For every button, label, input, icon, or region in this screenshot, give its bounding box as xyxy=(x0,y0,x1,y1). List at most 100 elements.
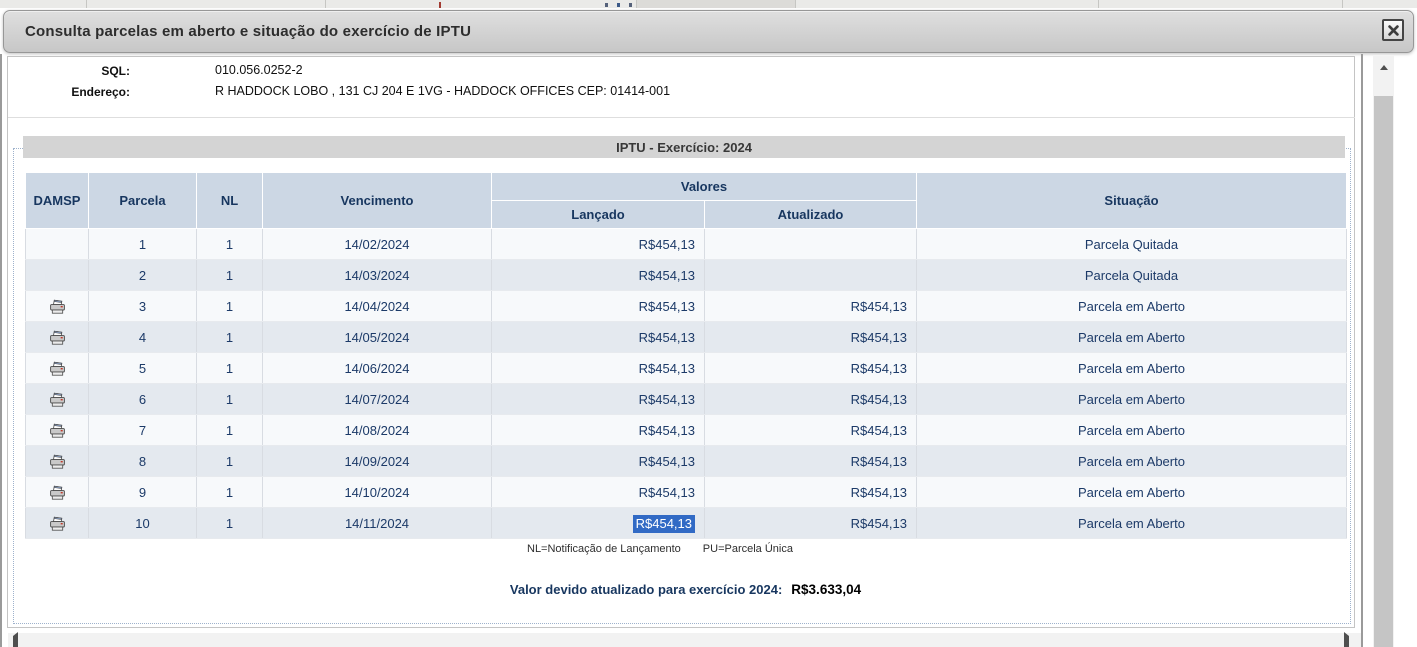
atualizado-cell xyxy=(704,228,917,260)
legend-pu: PU=Parcela Única xyxy=(702,543,793,555)
vertical-scrollbar-thumb[interactable] xyxy=(1374,96,1393,647)
situacao-cell: Parcela em Aberto xyxy=(916,476,1347,508)
printer-icon xyxy=(49,299,65,314)
printer-icon xyxy=(49,423,65,438)
vencimento-cell: 14/08/2024 xyxy=(262,414,492,446)
nl-cell: 1 xyxy=(196,321,263,353)
damsp-cell xyxy=(25,383,89,415)
total-value: R$3.633,04 xyxy=(791,582,862,597)
total-label: Valor devido atualizado para exercício 2… xyxy=(509,582,783,597)
parcela-cell: 3 xyxy=(88,290,197,322)
content-frame-border xyxy=(1361,54,1363,647)
lancado-cell: R$454,13 xyxy=(491,476,705,508)
endereco-value: R HADDOCK LOBO , 131 CJ 204 E 1VG - HADD… xyxy=(215,84,671,98)
atualizado-cell: R$454,13 xyxy=(704,414,917,446)
divider xyxy=(795,0,796,8)
print-damsp-button[interactable] xyxy=(48,484,67,501)
atualizado-cell xyxy=(704,259,917,291)
horizontal-scrollbar[interactable] xyxy=(8,632,1361,647)
background-tab-edge xyxy=(636,0,795,8)
scroll-right-button[interactable] xyxy=(1344,632,1349,647)
header-lancado: Lançado xyxy=(491,200,705,229)
print-damsp-button[interactable] xyxy=(48,298,67,315)
background-text-fragment xyxy=(439,2,441,8)
lancado-cell: R$454,13 xyxy=(491,259,705,291)
damsp-cell xyxy=(25,228,89,260)
lancado-cell: R$454,13 xyxy=(491,290,705,322)
vencimento-cell: 14/09/2024 xyxy=(262,445,492,477)
background-text-fragment xyxy=(629,3,632,7)
vencimento-cell: 14/03/2024 xyxy=(262,259,492,291)
printer-icon xyxy=(49,330,65,345)
nl-cell: 1 xyxy=(196,352,263,384)
background-text-fragment xyxy=(617,3,620,7)
print-damsp-button[interactable] xyxy=(48,360,67,377)
lancado-cell: R$454,13 xyxy=(491,445,705,477)
situacao-cell: Parcela em Aberto xyxy=(916,352,1347,384)
iptu-table-body: 1 1 14/02/2024 R$454,13 Parcela Quitada 2 1 14/… xyxy=(25,228,1347,539)
table-row: 4 1 14/05/2024 R$454,13 R$454,13 Parcela em A… xyxy=(25,321,1347,353)
vencimento-cell: 14/02/2024 xyxy=(262,228,492,260)
nl-cell: 1 xyxy=(196,445,263,477)
parcela-cell: 10 xyxy=(88,507,197,539)
close-button[interactable] xyxy=(1382,19,1404,41)
parcela-cell: 8 xyxy=(88,445,197,477)
table-row: 2 1 14/03/2024 R$454,13 Parcela Quitada xyxy=(25,259,1347,291)
lancado-cell: R$454,13 xyxy=(491,228,705,260)
header-valores: Valores xyxy=(491,172,917,201)
situacao-cell: Parcela em Aberto xyxy=(916,290,1347,322)
table-row: 1 1 14/02/2024 R$454,13 Parcela Quitada xyxy=(25,228,1347,260)
atualizado-cell: R$454,13 xyxy=(704,507,917,539)
close-icon xyxy=(1387,24,1399,36)
lancado-cell: R$454,13 xyxy=(491,414,705,446)
situacao-cell: Parcela Quitada xyxy=(916,228,1347,260)
table-row: 3 1 14/04/2024 R$454,13 R$454,13 Parcela em A… xyxy=(25,290,1347,322)
legend-nl: NL=Notificação de Lançamento xyxy=(527,543,681,555)
parcela-cell: 4 xyxy=(88,321,197,353)
parcela-cell: 1 xyxy=(88,228,197,260)
situacao-cell: Parcela em Aberto xyxy=(916,507,1347,539)
header-damsp: DAMSP xyxy=(25,172,89,229)
table-row: 8 1 14/09/2024 R$454,13 R$454,13 Parcela em A… xyxy=(25,445,1347,477)
parcela-cell: 6 xyxy=(88,383,197,415)
damsp-cell xyxy=(25,352,89,384)
arrow-up-icon xyxy=(1379,64,1388,70)
atualizado-cell: R$454,13 xyxy=(704,321,917,353)
damsp-cell xyxy=(25,259,89,291)
divider xyxy=(636,0,637,8)
print-damsp-button[interactable] xyxy=(48,329,67,346)
nl-cell: 1 xyxy=(196,414,263,446)
print-damsp-button[interactable] xyxy=(48,515,67,532)
print-damsp-button[interactable] xyxy=(48,422,67,439)
table-row: 6 1 14/07/2024 R$454,13 R$454,13 Parcela em A… xyxy=(25,383,1347,415)
print-damsp-button[interactable] xyxy=(48,391,67,408)
arrow-left-icon xyxy=(13,632,18,647)
atualizado-cell: R$454,13 xyxy=(704,476,917,508)
damsp-cell xyxy=(25,445,89,477)
situacao-cell: Parcela em Aberto xyxy=(916,383,1347,415)
table-caption: IPTU - Exercício: 2024 xyxy=(23,136,1345,158)
lancado-cell: R$454,13 xyxy=(491,507,705,539)
situacao-cell: Parcela em Aberto xyxy=(916,414,1347,446)
content-frame-border xyxy=(0,54,2,647)
table-row: 7 1 14/08/2024 R$454,13 R$454,13 Parcela em A… xyxy=(25,414,1347,446)
situacao-cell: Parcela em Aberto xyxy=(916,321,1347,353)
selected-value: R$454,13 xyxy=(632,514,695,533)
vencimento-cell: 14/06/2024 xyxy=(262,352,492,384)
atualizado-cell: R$454,13 xyxy=(704,352,917,384)
table-row: 10 1 14/11/2024 R$454,13 R$454,13 Parcela em … xyxy=(25,507,1347,539)
print-damsp-button[interactable] xyxy=(48,453,67,470)
vencimento-cell: 14/04/2024 xyxy=(262,290,492,322)
printer-icon xyxy=(49,516,65,531)
arrow-right-icon xyxy=(1344,632,1349,647)
printer-icon xyxy=(49,361,65,376)
scroll-left-button[interactable] xyxy=(13,632,18,647)
vencimento-cell: 14/05/2024 xyxy=(262,321,492,353)
damsp-cell xyxy=(25,290,89,322)
parcela-cell: 2 xyxy=(88,259,197,291)
vertical-scrollbar[interactable] xyxy=(1373,56,1394,647)
scroll-up-button[interactable] xyxy=(1373,61,1394,73)
table-row: 5 1 14/06/2024 R$454,13 R$454,13 Parcela em A… xyxy=(25,352,1347,384)
background-page-edge xyxy=(0,0,1417,8)
